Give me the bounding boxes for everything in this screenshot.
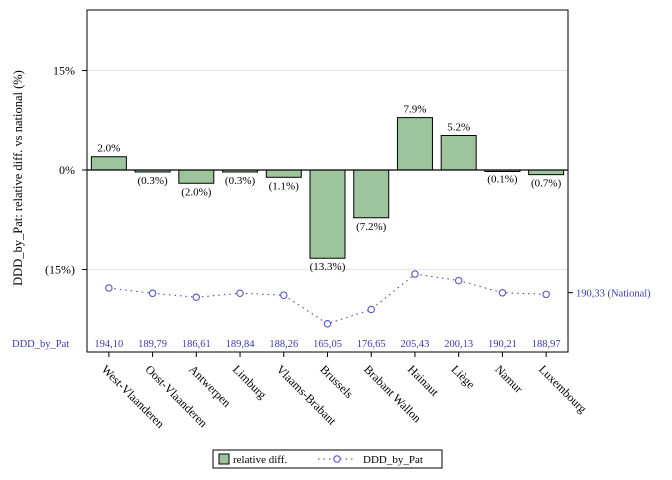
bar xyxy=(353,169,390,219)
ddd-point xyxy=(280,291,288,299)
bar xyxy=(440,135,477,171)
bars xyxy=(90,117,565,259)
ddd-value-label: 188,97 xyxy=(532,339,561,350)
bar-value-label: 7.9% xyxy=(403,104,426,116)
bar xyxy=(309,169,346,259)
ddd-point xyxy=(105,284,113,292)
category-label: Liège xyxy=(449,362,478,391)
ddd-value-label: 176,65 xyxy=(357,339,386,350)
ddd-value-label: 186,61 xyxy=(182,339,211,350)
ddd-point xyxy=(454,276,463,285)
reference-label: 190,33 (National) xyxy=(576,289,651,300)
bar xyxy=(528,169,565,176)
ddd-point xyxy=(542,290,550,299)
category-label: Hainaut xyxy=(405,362,442,399)
ddd-value-label: 190,21 xyxy=(488,339,517,350)
gridlines xyxy=(87,70,568,270)
category-label: Limburg xyxy=(230,362,269,401)
bar-value-label: 2.0% xyxy=(97,143,120,155)
y-tick-label: 15% xyxy=(53,64,75,78)
bar-value-label: (0.1%) xyxy=(487,174,518,186)
legend-marker xyxy=(333,455,341,463)
ddd-row-label: DDD_by_Pat xyxy=(12,339,69,350)
axes: 15% 0% (15%) xyxy=(45,9,573,357)
ddd-point xyxy=(192,293,201,301)
bar-value-label: (0.7%) xyxy=(531,178,562,190)
ddd-value-row: DDD_by_Pat 194,10 189,79 186,61 189,84 188,26… xyxy=(12,339,561,350)
ddd-point xyxy=(148,289,157,298)
category-labels: West-VlaanderenOost-VlaanderenAntwerpenL… xyxy=(99,362,590,431)
ddd-point xyxy=(367,305,375,314)
bar-value-label: (0.3%) xyxy=(137,175,168,187)
bar-value-label: 5.2% xyxy=(447,122,470,134)
ddd-value-label: 189,79 xyxy=(138,339,167,350)
legend: relative diff. DDD_by_Pat xyxy=(212,449,443,469)
bar xyxy=(90,156,127,171)
category-label: Namur xyxy=(492,362,525,395)
ddd-point xyxy=(323,320,332,328)
y-tick-label: (15%) xyxy=(45,263,75,277)
ddd-line-path xyxy=(108,273,547,325)
ddd-value-label: 165,05 xyxy=(313,339,342,350)
legend-label-bars: relative diff. xyxy=(233,454,287,466)
y-axis-title: DDD_by_Pat: relative diff. vs national (… xyxy=(11,70,25,286)
ddd-point xyxy=(498,289,507,297)
legend-swatch-bars xyxy=(218,453,230,465)
bar-value-label: (13.3%) xyxy=(310,261,346,273)
bar-value-label: (7.2%) xyxy=(356,221,387,233)
ddd-point xyxy=(411,270,419,278)
category-label: Luxembourg xyxy=(536,362,590,416)
category-label: Brussels xyxy=(317,362,356,401)
y-tick-label: 0% xyxy=(59,163,75,177)
bar-value-label: (2.0%) xyxy=(181,186,212,198)
legend-label-line: DDD_by_Pat xyxy=(363,454,423,466)
ddd-value-label: 205,43 xyxy=(401,339,430,350)
bar-value-label: (1.1%) xyxy=(269,180,300,192)
bar xyxy=(265,169,302,178)
ddd-value-label: 189,84 xyxy=(226,339,256,350)
legend-box xyxy=(212,449,443,469)
ddd-point xyxy=(236,289,244,297)
bar-labels: 2.0% (0.3%) (2.0%) (0.3%) (1.1%) (13.3%) (7.2%… xyxy=(97,104,561,274)
ddd-value-label: 188,26 xyxy=(269,339,298,350)
bar xyxy=(178,169,215,184)
bar xyxy=(396,117,433,171)
ddd-value-label: 194,10 xyxy=(94,339,123,350)
bar-value-label: (0.3%) xyxy=(225,175,256,187)
ddd-value-label: 200,13 xyxy=(444,339,473,350)
ddd-line xyxy=(105,270,550,328)
